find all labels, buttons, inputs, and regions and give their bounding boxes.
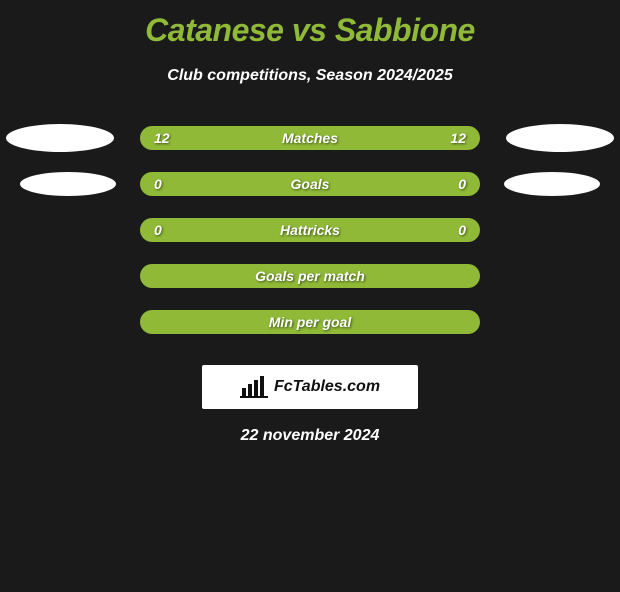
stat-value-left: 0 (154, 222, 174, 238)
title-vs: vs (292, 12, 327, 48)
stat-value-left: 12 (154, 130, 174, 146)
stat-row: 0 Hattricks 0 (0, 207, 620, 253)
chart-icon (240, 376, 268, 398)
stat-value-right: 0 (446, 222, 466, 238)
stat-bar: 0 Hattricks 0 (140, 218, 480, 242)
brand-logo-text: FcTables.com (274, 378, 380, 396)
stat-value-right: 12 (446, 130, 466, 146)
stat-bar: Goals per match (140, 264, 480, 288)
stat-row: Goals per match (0, 253, 620, 299)
stat-row: 12 Matches 12 (0, 115, 620, 161)
stat-bar: Min per goal (140, 310, 480, 334)
subtitle: Club competitions, Season 2024/2025 (0, 67, 620, 85)
stat-label: Matches (282, 130, 338, 146)
brand-logo: FcTables.com (202, 365, 418, 409)
stat-row: Min per goal (0, 299, 620, 345)
stat-bar: 0 Goals 0 (140, 172, 480, 196)
stat-oval-right (504, 172, 600, 196)
stat-label: Goals per match (255, 268, 365, 284)
stat-bar: 12 Matches 12 (140, 126, 480, 150)
stat-value-left: 0 (154, 176, 174, 192)
stat-label: Goals (291, 176, 330, 192)
stat-label: Hattricks (280, 222, 340, 238)
page-title: Catanese vs Sabbione (0, 12, 620, 49)
stat-oval-left (20, 172, 116, 196)
stat-row: 0 Goals 0 (0, 161, 620, 207)
stats-container: 12 Matches 12 0 Goals 0 0 Hattricks 0 Goals per m… (0, 115, 620, 345)
stat-oval-left (6, 124, 114, 152)
date-label: 22 november 2024 (0, 427, 620, 445)
stat-value-right: 0 (446, 176, 466, 192)
title-player1: Catanese (145, 12, 283, 48)
stat-label: Min per goal (269, 314, 351, 330)
title-player2: Sabbione (335, 12, 475, 48)
stat-oval-right (506, 124, 614, 152)
